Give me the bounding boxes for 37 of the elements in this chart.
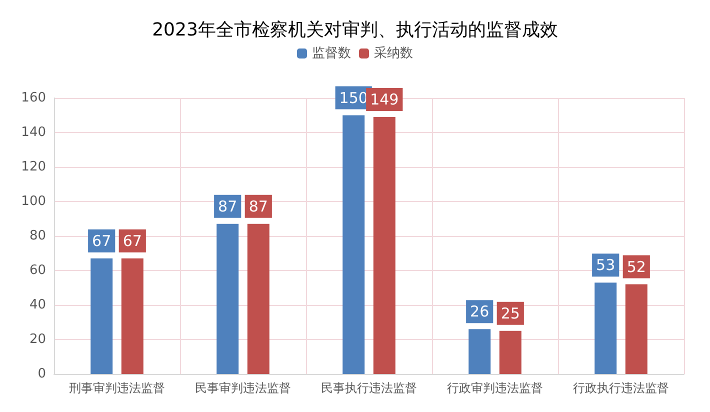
bar <box>499 330 522 374</box>
y-tick-label: 40 <box>29 298 46 312</box>
x-tick-label: 民事执行违法监督 <box>321 381 417 395</box>
x-tick-label: 行政执行违法监督 <box>573 381 669 395</box>
data-label: 52 <box>626 258 646 276</box>
y-tick-label: 120 <box>21 160 46 174</box>
bar <box>90 258 113 374</box>
bar <box>216 224 239 374</box>
bar <box>625 284 648 374</box>
data-label: 25 <box>500 304 520 322</box>
y-tick-label: 100 <box>21 194 46 209</box>
y-tick-label: 80 <box>29 228 46 244</box>
y-tick-label: 0 <box>38 366 46 382</box>
y-tick-label: 60 <box>29 263 46 278</box>
y-tick-label: 160 <box>21 90 46 106</box>
bar <box>594 282 617 374</box>
data-label: 87 <box>248 197 268 216</box>
bar <box>373 116 396 374</box>
data-label: 87 <box>218 197 238 216</box>
bar <box>247 224 270 374</box>
data-label: 67 <box>122 232 142 250</box>
y-tick-label: 140 <box>21 125 46 140</box>
x-tick-label: 刑事审判违法监督 <box>69 381 165 395</box>
bar <box>468 329 491 374</box>
data-label: 67 <box>92 232 112 250</box>
chart-title: 2023年全市检察机关对审判、执行活动的监督成效 <box>152 20 558 40</box>
bar <box>121 258 144 374</box>
legend-label: 采纳数 <box>374 46 413 61</box>
data-label: 150 <box>339 88 368 107</box>
legend-label: 监督数 <box>312 46 351 61</box>
data-label: 53 <box>596 256 616 274</box>
data-label: 26 <box>470 302 490 321</box>
bar <box>342 115 365 374</box>
y-tick-label: 20 <box>29 332 46 347</box>
x-tick-label: 行政审判违法监督 <box>447 381 543 395</box>
x-tick-label: 民事审判违法监督 <box>195 381 291 395</box>
data-label: 149 <box>370 90 399 108</box>
